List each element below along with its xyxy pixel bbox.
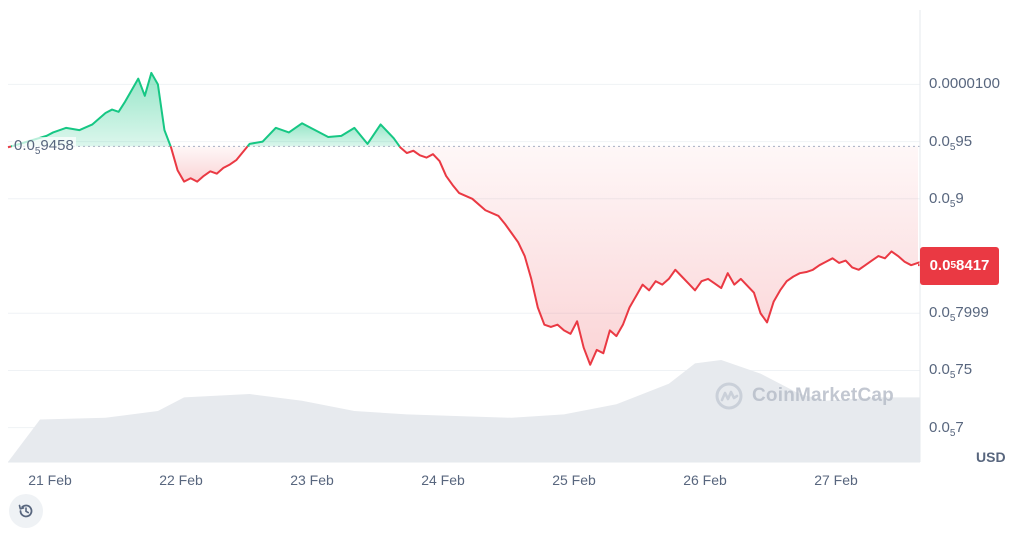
x-tick-label: 27 Feb xyxy=(814,472,858,488)
coinmarketcap-logo-icon xyxy=(715,382,743,410)
price-line-down xyxy=(398,145,952,366)
x-tick-label: 21 Feb xyxy=(28,472,72,488)
x-tick-label: 23 Feb xyxy=(290,472,334,488)
price-line-down xyxy=(169,145,249,183)
area-layer xyxy=(8,72,951,365)
price-line-up xyxy=(10,71,172,148)
price-line-layer xyxy=(7,71,952,366)
x-tick-label: 22 Feb xyxy=(159,472,203,488)
area-above-reference xyxy=(11,72,171,147)
history-button[interactable] xyxy=(9,494,43,528)
area-below-reference xyxy=(170,146,248,182)
coinmarketcap-watermark: CoinMarketCap xyxy=(714,381,894,411)
y-tick-label: 0.0595 xyxy=(929,132,973,153)
y-tick-label: 0.059 xyxy=(929,189,964,210)
y-tick-label: 0.0000100 xyxy=(929,75,1000,93)
x-tick-label: 24 Feb xyxy=(421,472,465,488)
current-price-badge: 0.0 5 8417 xyxy=(920,246,999,285)
price-line-up xyxy=(246,122,401,148)
watermark-label: CoinMarketCap xyxy=(752,385,894,406)
volume-layer xyxy=(8,360,920,462)
x-tick-label: 26 Feb xyxy=(683,472,727,488)
y-tick-label: 0.057999 xyxy=(929,304,989,325)
currency-label: USD xyxy=(976,449,1006,465)
reference-price-label: 0.059458 xyxy=(12,137,76,158)
area-below-reference xyxy=(399,146,951,365)
y-tick-label: 0.0575 xyxy=(929,361,973,382)
volume-area xyxy=(8,360,920,462)
y-tick-label: 0.057 xyxy=(929,418,964,439)
history-icon xyxy=(18,504,33,518)
price-line-down xyxy=(7,145,12,149)
x-tick-label: 25 Feb xyxy=(552,472,596,488)
